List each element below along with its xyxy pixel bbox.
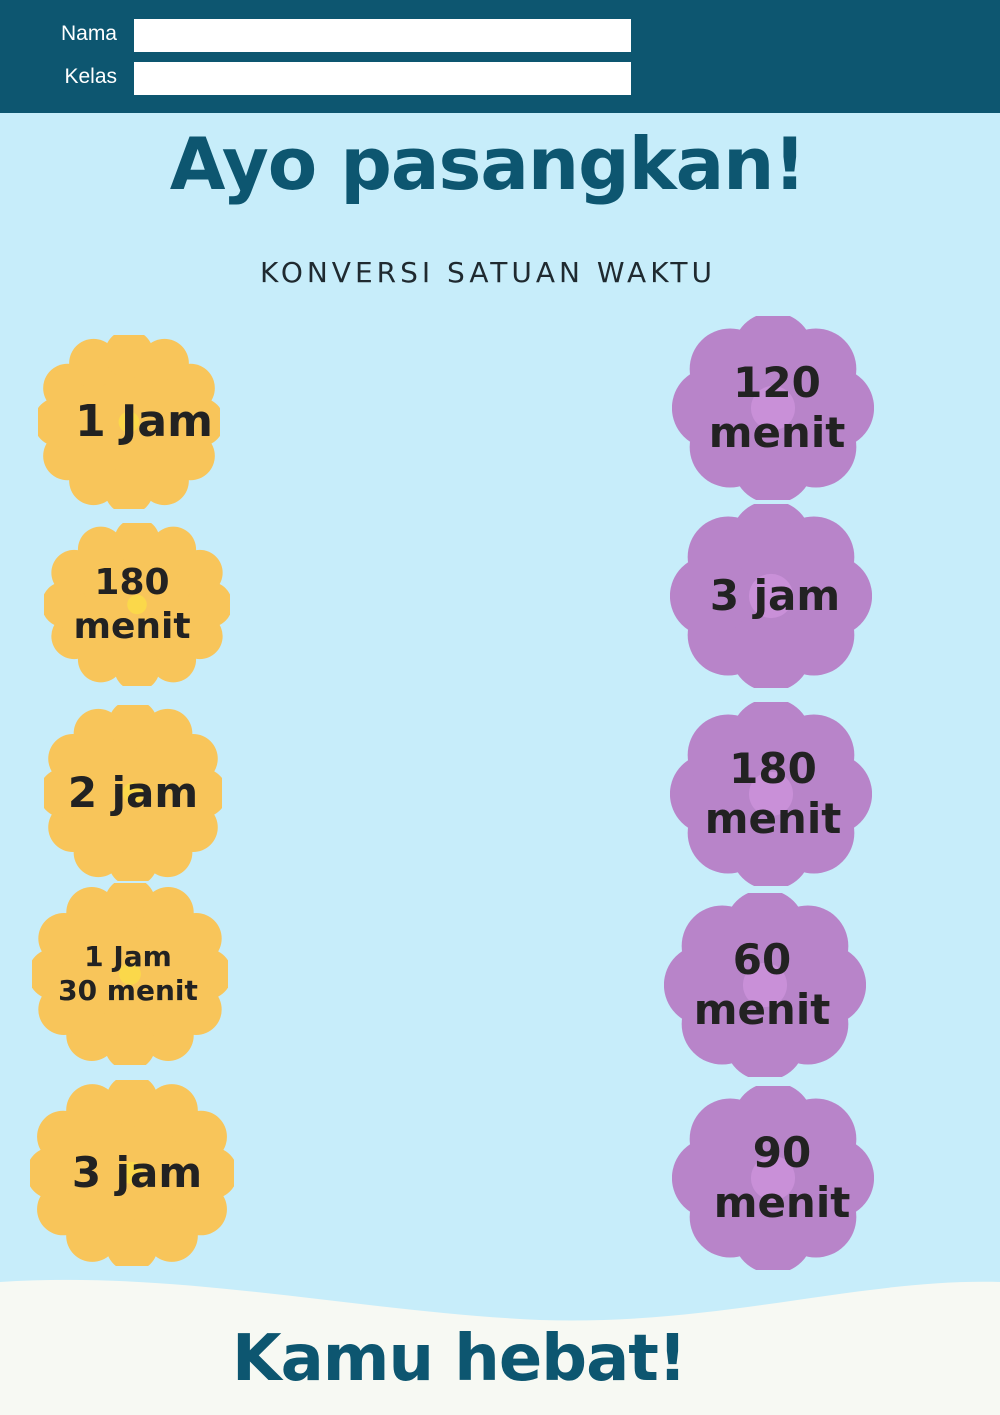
left-card-label: 3 jam: [71, 1147, 203, 1197]
left-card-3[interactable]: 2 jam: [44, 705, 222, 881]
left-card-1[interactable]: 1 Jam: [38, 335, 220, 509]
class-label: Kelas: [64, 65, 117, 88]
left-card-2[interactable]: 180 menit: [44, 523, 230, 686]
petal-flower-icon: [670, 504, 872, 688]
scalloped-flower-icon: [38, 335, 220, 509]
petal-flower-icon: [672, 316, 874, 500]
petal-flower-icon: [664, 893, 866, 1077]
right-card-label: 60 menit: [693, 934, 831, 1034]
scalloped-flower-icon: [44, 705, 222, 881]
right-card-2[interactable]: 3 jam: [670, 504, 872, 688]
right-card-4[interactable]: 60 menit: [664, 893, 866, 1077]
left-card-4[interactable]: 1 Jam 30 menit: [32, 883, 228, 1065]
header-bar: Nama Kelas: [0, 0, 1000, 113]
petal-flower-icon: [672, 1086, 874, 1270]
left-card-5[interactable]: 3 jam: [30, 1080, 234, 1266]
page-title: Ayo pasangkan!: [169, 122, 807, 206]
page-subtitle: KONVERSI SATUAN WAKTU: [259, 256, 716, 289]
left-card-label: 2 jam: [67, 767, 199, 817]
class-field[interactable]: [134, 62, 631, 95]
scalloped-flower-icon: [32, 883, 228, 1065]
name-label: Nama: [60, 22, 117, 45]
scalloped-flower-icon: [30, 1080, 234, 1266]
right-card-label: 3 jam: [709, 570, 841, 620]
left-card-label: 1 Jam: [75, 395, 213, 447]
right-card-label: 180 menit: [704, 743, 842, 843]
scalloped-flower-icon: [44, 523, 230, 686]
footer-message: Kamu hebat!: [231, 1322, 687, 1396]
right-card-3[interactable]: 180 menit: [670, 702, 872, 886]
name-field[interactable]: [134, 19, 631, 52]
left-card-label: 1 Jam 30 menit: [58, 940, 198, 1007]
right-card-label: 120 menit: [708, 357, 846, 457]
petal-flower-icon: [670, 702, 872, 886]
left-card-label: 180 menit: [73, 562, 191, 647]
footer-wave: [0, 1279, 1000, 1415]
right-card-5[interactable]: 90 menit: [672, 1086, 874, 1270]
right-card-1[interactable]: 120 menit: [672, 316, 874, 500]
right-card-label: 90 menit: [713, 1127, 851, 1227]
